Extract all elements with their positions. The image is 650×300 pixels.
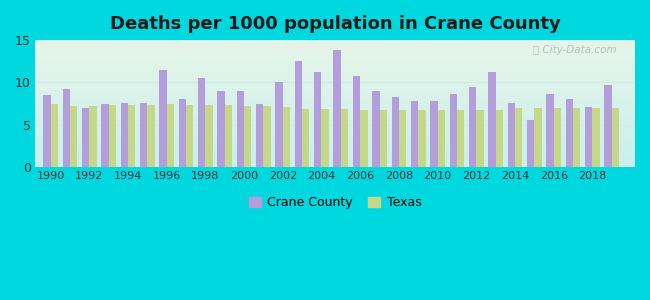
Bar (457, 110, 464, 167)
Bar (391, 97, 399, 167)
Bar (217, 91, 225, 167)
Bar (322, 109, 329, 167)
Bar (294, 61, 302, 167)
Bar (592, 108, 600, 167)
Bar (198, 78, 205, 167)
Bar (314, 72, 322, 167)
Bar (612, 108, 619, 167)
Bar (554, 108, 561, 167)
Bar (109, 104, 116, 167)
Bar (333, 50, 341, 167)
Bar (488, 72, 496, 167)
Bar (469, 87, 476, 167)
Bar (585, 107, 592, 167)
Bar (205, 105, 213, 167)
Bar (148, 104, 155, 167)
Bar (430, 101, 437, 167)
Bar (159, 70, 166, 167)
Bar (62, 89, 70, 167)
Bar (573, 108, 580, 167)
Bar (508, 103, 515, 167)
Text: ⓘ City-Data.com: ⓘ City-Data.com (534, 45, 617, 55)
Bar (527, 120, 534, 167)
Bar (302, 109, 309, 167)
Bar (353, 76, 360, 167)
Bar (437, 110, 445, 167)
Bar (121, 103, 128, 167)
Bar (263, 106, 271, 167)
Bar (604, 85, 612, 167)
Bar (140, 103, 148, 167)
Bar (360, 110, 367, 167)
Bar (547, 94, 554, 167)
Bar (450, 94, 457, 167)
Legend: Crane County, Texas: Crane County, Texas (244, 191, 426, 214)
Bar (566, 99, 573, 167)
Bar (256, 104, 263, 167)
Bar (70, 106, 77, 167)
Bar (399, 110, 406, 167)
Bar (380, 110, 387, 167)
Bar (128, 104, 135, 167)
Bar (186, 104, 193, 167)
Bar (341, 109, 348, 167)
Bar (244, 106, 252, 167)
Bar (418, 110, 426, 167)
Bar (476, 110, 484, 167)
Bar (101, 104, 109, 167)
Bar (411, 101, 418, 167)
Bar (237, 91, 244, 167)
Bar (225, 105, 232, 167)
Title: Deaths per 1000 population in Crane County: Deaths per 1000 population in Crane Coun… (110, 15, 560, 33)
Bar (166, 104, 174, 167)
Bar (496, 110, 503, 167)
Bar (89, 106, 97, 167)
Bar (283, 107, 290, 167)
Bar (82, 108, 89, 167)
Bar (534, 108, 541, 167)
Bar (276, 82, 283, 167)
Bar (515, 108, 523, 167)
Bar (43, 95, 51, 167)
Bar (179, 99, 186, 167)
Bar (372, 91, 380, 167)
Bar (51, 104, 58, 167)
